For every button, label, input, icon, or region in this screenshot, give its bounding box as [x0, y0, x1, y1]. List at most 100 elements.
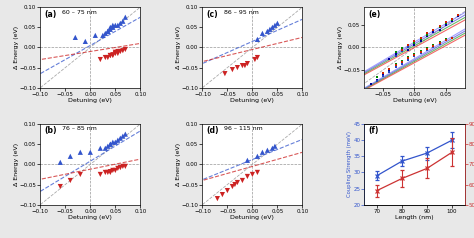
Point: [398, 62, 406, 65]
Point: [429, 28, 437, 31]
Point: [398, 49, 406, 53]
Point: [398, 60, 406, 64]
Point: [107, 142, 114, 146]
Point: [56, 160, 64, 164]
Point: [404, 43, 412, 47]
Text: (a): (a): [44, 10, 56, 19]
Point: [423, 33, 431, 37]
Point: [66, 178, 74, 182]
Point: [266, 27, 273, 31]
Point: [121, 15, 129, 19]
Point: [436, 25, 443, 29]
Point: [392, 64, 400, 67]
Point: [244, 62, 251, 65]
Point: [228, 68, 236, 72]
Text: (e): (e): [368, 10, 381, 19]
Point: [97, 146, 104, 150]
Y-axis label: Δ Energy (eV): Δ Energy (eV): [14, 26, 19, 69]
Text: (f): (f): [368, 126, 379, 135]
Point: [114, 138, 122, 142]
Point: [248, 173, 256, 176]
Point: [417, 49, 425, 53]
Point: [410, 55, 418, 58]
Point: [254, 170, 261, 174]
Point: [448, 36, 456, 40]
Point: [244, 159, 251, 162]
Point: [436, 24, 443, 28]
X-axis label: Detuning (eV): Detuning (eV): [392, 98, 437, 103]
Point: [104, 144, 111, 148]
Point: [423, 47, 431, 51]
Point: [429, 45, 437, 49]
Point: [107, 27, 114, 31]
Point: [76, 173, 84, 176]
Point: [104, 30, 111, 33]
Point: [121, 132, 129, 136]
Point: [442, 20, 449, 24]
Point: [254, 38, 261, 41]
Point: [455, 14, 462, 18]
Point: [429, 44, 437, 48]
Point: [107, 170, 114, 174]
Point: [410, 43, 418, 47]
Point: [114, 50, 122, 53]
Point: [101, 56, 109, 60]
Point: [429, 43, 437, 47]
X-axis label: Detuning (eV): Detuning (eV): [230, 215, 274, 220]
Point: [417, 51, 425, 55]
Point: [114, 167, 122, 170]
Point: [101, 31, 109, 35]
Point: [97, 58, 104, 61]
Point: [417, 50, 425, 54]
Point: [109, 140, 117, 144]
Point: [119, 134, 127, 138]
Point: [76, 150, 84, 154]
Point: [398, 61, 406, 64]
Point: [66, 154, 74, 158]
Point: [404, 58, 412, 62]
Point: [442, 38, 449, 41]
Point: [386, 70, 393, 74]
Point: [404, 55, 412, 59]
Text: (c): (c): [206, 10, 218, 19]
Point: [436, 28, 443, 31]
Point: [417, 50, 425, 54]
Point: [107, 142, 114, 146]
Point: [104, 30, 111, 33]
Point: [423, 47, 431, 51]
Point: [104, 56, 111, 60]
Point: [254, 56, 261, 60]
Point: [269, 146, 276, 150]
Point: [410, 41, 418, 45]
Text: (b): (b): [44, 126, 57, 135]
Point: [109, 25, 117, 29]
X-axis label: Detuning (eV): Detuning (eV): [230, 98, 274, 103]
Point: [386, 67, 393, 71]
Point: [423, 34, 431, 38]
Point: [448, 18, 456, 22]
Point: [404, 45, 412, 49]
Point: [373, 79, 381, 83]
Point: [264, 30, 271, 33]
Point: [91, 34, 99, 37]
Point: [119, 49, 127, 53]
Point: [398, 48, 406, 52]
Point: [373, 75, 381, 79]
Point: [111, 52, 119, 55]
Point: [109, 54, 117, 57]
Point: [386, 67, 393, 70]
Point: [114, 23, 122, 27]
Point: [111, 140, 119, 144]
Point: [56, 185, 64, 188]
Point: [117, 166, 124, 169]
Point: [392, 50, 400, 54]
Point: [429, 29, 437, 32]
Point: [121, 164, 129, 168]
Point: [119, 164, 127, 168]
Point: [436, 41, 443, 45]
Point: [410, 41, 418, 45]
Point: [107, 54, 114, 57]
Point: [119, 19, 127, 23]
Point: [251, 58, 259, 61]
Point: [448, 18, 456, 22]
